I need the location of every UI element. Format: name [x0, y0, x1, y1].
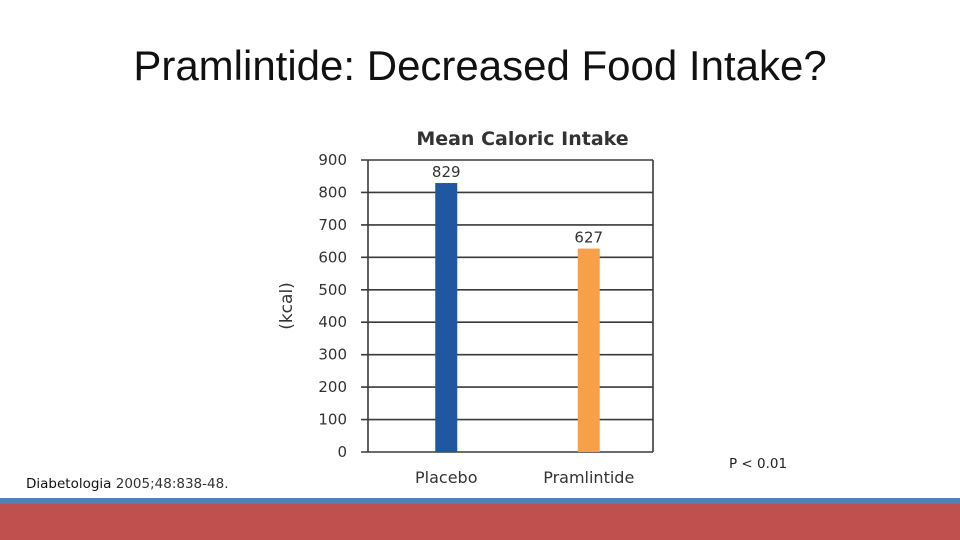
- y-tick-label: 900: [318, 151, 347, 169]
- chart-title: Mean Caloric Intake: [416, 128, 628, 150]
- y-axis-label: (kcal): [277, 282, 297, 330]
- citation: Diabetologia 2005;48:838-48.: [26, 476, 228, 492]
- footer-blue-band: [0, 498, 960, 504]
- y-tick-label: 600: [318, 248, 347, 266]
- y-tick-label: 0: [337, 443, 347, 461]
- y-tick-label: 200: [318, 378, 347, 396]
- x-category-label: Pramlintide: [543, 468, 634, 487]
- data-label: 829: [432, 163, 461, 181]
- bar-chart: Mean Caloric Intake 0 100 200 300 400 500 600 70…: [277, 128, 654, 487]
- footer-red-band: [0, 504, 960, 540]
- slide-title: Pramlintide: Decreased Food Intake?: [133, 42, 827, 89]
- citation-details: 2005;48:838-48.: [111, 476, 229, 492]
- data-label: 627: [574, 229, 603, 247]
- citation-journal: Diabetologia: [26, 476, 112, 492]
- bar-pramlintide: [577, 248, 600, 452]
- x-category-label: Placebo: [415, 468, 477, 487]
- y-tick-label: 800: [318, 183, 347, 201]
- y-tick-label: 700: [318, 216, 347, 234]
- y-tick-label: 300: [318, 346, 347, 364]
- y-tick-label: 500: [318, 281, 347, 299]
- bar-placebo: [435, 183, 458, 452]
- p-value: P < 0.01: [729, 456, 788, 472]
- y-tick-label: 400: [318, 313, 347, 331]
- y-tick-label: 100: [318, 411, 347, 429]
